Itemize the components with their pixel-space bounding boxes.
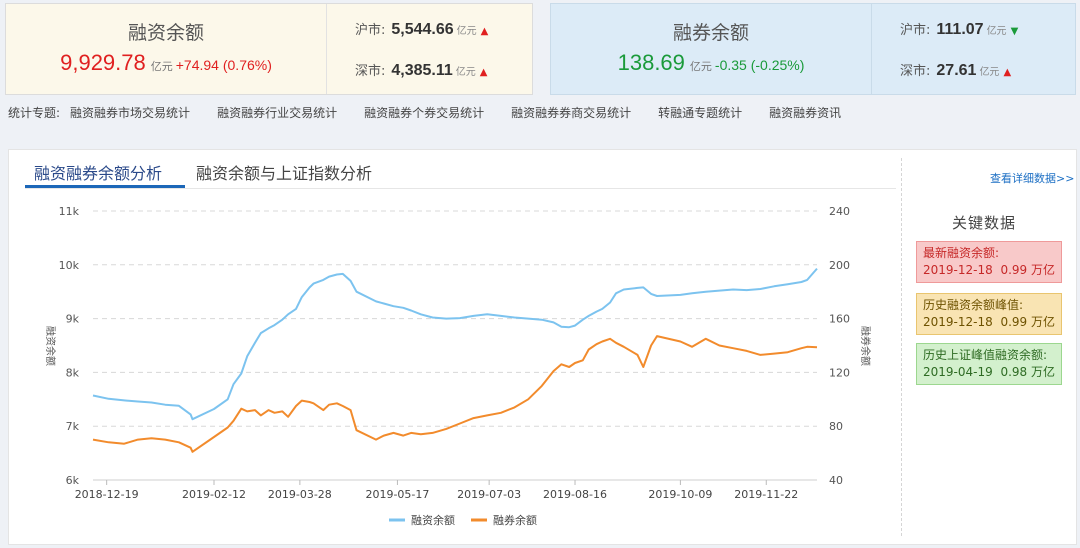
chart-legend: 融资余额 融券余额 bbox=[389, 513, 537, 527]
chart-card: 融资融券余额分析 融资余额与上证指数分析 6k 40 7k 80 8k 120 9k 160 1… bbox=[8, 149, 1077, 545]
y-right-axis-title: 融券余额 bbox=[859, 326, 872, 366]
financing-sh-unit: 亿元 bbox=[456, 26, 477, 37]
financing-sh-value: 5,544.66 bbox=[391, 21, 454, 38]
key-data-label: 最新融资余额: bbox=[923, 246, 1000, 260]
y-left-axis-title: 融资余额 bbox=[44, 326, 57, 366]
y-left-tick-label: 6k bbox=[66, 474, 80, 487]
active-tab-indicator bbox=[25, 185, 185, 188]
nav-link-broker-stats[interactable]: 融资融券券商交易统计 bbox=[511, 106, 632, 120]
x-tick-label: 2019-10-09 bbox=[648, 488, 712, 501]
x-tick-label: 2018-12-19 bbox=[75, 488, 139, 501]
nav-link-news[interactable]: 融资融券资讯 bbox=[769, 106, 842, 120]
y-right-tick-label: 80 bbox=[829, 420, 843, 433]
y-right-tick-label: 120 bbox=[829, 366, 850, 379]
financing-sz-unit: 亿元 bbox=[455, 67, 476, 78]
key-data-value: 0.99 万亿 bbox=[1000, 263, 1055, 277]
y-right-tick-label: 200 bbox=[829, 259, 850, 272]
key-data-latest-financing: 最新融资余额: 2019-12-18 0.99 万亿 bbox=[916, 241, 1062, 283]
financing-sh-label: 沪市: bbox=[355, 23, 386, 38]
securities-sz-value: 27.61 bbox=[936, 62, 977, 79]
financing-market-split: 沪市: 5,544.66 亿元 ▲ 深市: 4,385.11 亿元 ▲ bbox=[326, 4, 534, 94]
financing-unit: 亿元 bbox=[150, 60, 173, 73]
y-right-tick-label: 160 bbox=[829, 313, 850, 326]
financing-value: 9,929.78 bbox=[60, 50, 146, 75]
tabs-baseline bbox=[25, 188, 896, 189]
panel-divider bbox=[901, 158, 902, 536]
down-arrow-icon: ▼ bbox=[1010, 26, 1019, 37]
up-arrow-icon: ▲ bbox=[1003, 67, 1012, 78]
legend-label: 融资余额 bbox=[411, 513, 455, 527]
securities-sz-label: 深市: bbox=[900, 64, 931, 79]
y-left-tick-label: 10k bbox=[59, 259, 80, 272]
securities-balance-line bbox=[92, 335, 818, 453]
key-data-date: 2019-12-18 bbox=[923, 263, 993, 277]
key-data-date: 2019-12-18 bbox=[923, 315, 993, 329]
key-data-title: 关键数据 bbox=[952, 214, 1017, 232]
key-data-date: 2019-04-19 bbox=[923, 365, 993, 379]
securities-sh-value: 111.07 bbox=[936, 21, 984, 38]
x-tick-label: 2019-02-12 bbox=[182, 488, 246, 501]
stats-topic-label: 统计专题: bbox=[8, 106, 61, 120]
securities-title: 融券余额 bbox=[672, 22, 749, 44]
legend-label: 融券余额 bbox=[493, 513, 537, 527]
securities-panel: 融券余额 138.69 亿元 -0.35 (-0.25%) 沪市: 111.07 亿元 ▼… bbox=[550, 3, 1076, 95]
financing-balance-line bbox=[92, 267, 818, 421]
y-left-tick-label: 7k bbox=[66, 420, 80, 433]
up-arrow-icon: ▲ bbox=[479, 67, 488, 78]
x-tick-label: 2019-03-28 bbox=[268, 488, 332, 501]
financing-sz-label: 深市: bbox=[355, 64, 386, 79]
nav-link-stock-stats[interactable]: 融资融券个券交易统计 bbox=[364, 106, 485, 120]
y-right-tick-label: 40 bbox=[829, 474, 843, 487]
y-right-tick-label: 240 bbox=[829, 205, 850, 218]
nav-link-industry-stats[interactable]: 融资融券行业交易统计 bbox=[217, 106, 338, 120]
securities-sh-label: 沪市: bbox=[900, 23, 931, 38]
securities-value: 138.69 bbox=[617, 50, 685, 75]
nav-link-market-stats[interactable]: 融资融券市场交易统计 bbox=[70, 106, 191, 120]
x-tick-label: 2019-08-16 bbox=[543, 488, 607, 501]
financing-summary: 融资余额 9,929.78 亿元 +74.94 (0.76%) bbox=[6, 4, 326, 94]
nav-link-refinancing-stats[interactable]: 转融通专题统计 bbox=[658, 106, 743, 120]
securities-sh-row: 沪市: 111.07 亿元 ▼ bbox=[900, 20, 1018, 40]
securities-market-split: 沪市: 111.07 亿元 ▼ 深市: 27.61 亿元 ▲ bbox=[871, 4, 1077, 94]
y-left-tick-label: 11k bbox=[59, 205, 80, 218]
financing-sz-row: 深市: 4,385.11 亿元 ▲ bbox=[355, 61, 488, 81]
financing-panel: 融资余额 9,929.78 亿元 +74.94 (0.76%) 沪市: 5,544.6… bbox=[5, 3, 533, 95]
securities-summary: 融券余额 138.69 亿元 -0.35 (-0.25%) bbox=[551, 4, 871, 94]
x-tick-label: 2019-11-22 bbox=[734, 488, 798, 501]
financing-change: +74.94 (0.76%) bbox=[175, 57, 272, 73]
securities-unit: 亿元 bbox=[689, 60, 712, 73]
up-arrow-icon: ▲ bbox=[480, 26, 489, 37]
securities-sz-unit: 亿元 bbox=[979, 67, 1000, 78]
key-data-value: 0.98 万亿 bbox=[1000, 365, 1055, 379]
margin-balance-chart: 6k 40 7k 80 8k 120 9k 160 10k 200 11k 240 2018-12-19… bbox=[44, 205, 872, 527]
tab-financing-vs-index[interactable]: 融资余额与上证指数分析 bbox=[196, 164, 373, 183]
securities-change: -0.35 (-0.25%) bbox=[714, 57, 805, 73]
x-tick-label: 2019-07-03 bbox=[457, 488, 521, 501]
tab-margin-balance-analysis[interactable]: 融资融券余额分析 bbox=[34, 164, 163, 183]
y-left-tick-label: 8k bbox=[66, 366, 80, 379]
key-data-value: 0.99 万亿 bbox=[1000, 315, 1055, 329]
financing-sh-row: 沪市: 5,544.66 亿元 ▲ bbox=[355, 20, 488, 40]
financing-title: 融资余额 bbox=[127, 22, 204, 44]
view-details-link[interactable]: 查看详细数据>> bbox=[990, 172, 1075, 185]
key-data-peak-financing: 历史融资余额峰值: 2019-12-18 0.99 万亿 bbox=[916, 293, 1062, 335]
key-data-label: 历史上证峰值融资余额: bbox=[923, 348, 1048, 362]
key-data-label: 历史融资余额峰值: bbox=[923, 298, 1024, 312]
financing-sz-value: 4,385.11 bbox=[391, 62, 453, 79]
key-data-index-peak-financing: 历史上证峰值融资余额: 2019-04-19 0.98 万亿 bbox=[916, 343, 1062, 385]
y-left-tick-label: 9k bbox=[66, 313, 80, 326]
x-tick-label: 2019-05-17 bbox=[365, 488, 429, 501]
securities-sz-row: 深市: 27.61 亿元 ▲ bbox=[900, 61, 1011, 81]
stats-topic-nav: 统计专题: 融资融券市场交易统计 融资融券行业交易统计 融资融券个券交易统计 融资融券券… bbox=[8, 104, 868, 121]
securities-sh-unit: 亿元 bbox=[986, 26, 1007, 37]
